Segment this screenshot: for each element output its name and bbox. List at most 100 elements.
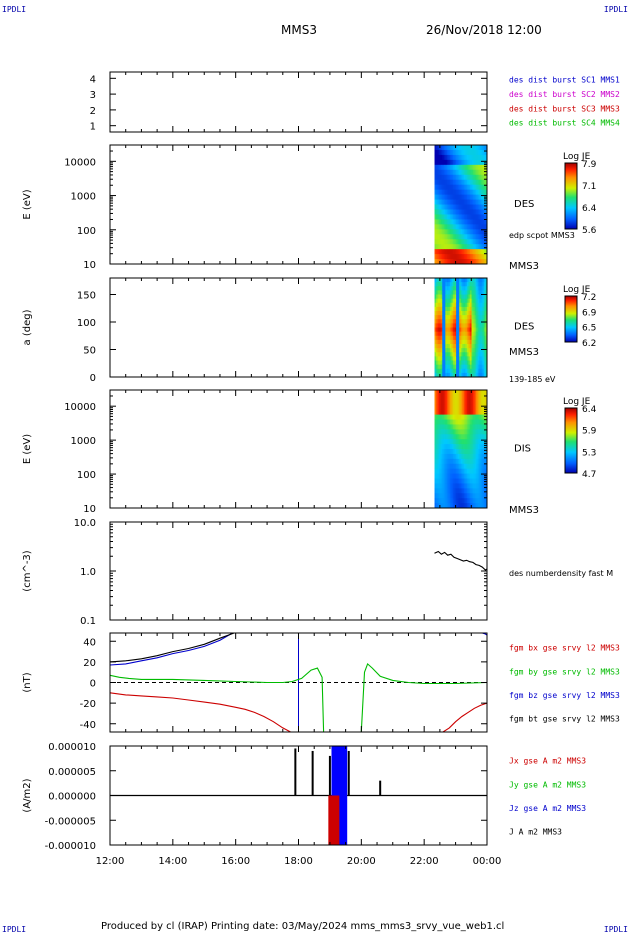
heatmap-cell	[479, 194, 482, 200]
heatmap-cell	[482, 444, 485, 450]
heatmap-cell	[471, 356, 474, 361]
heatmap-cell	[460, 149, 463, 156]
heatmap-cell	[473, 219, 476, 225]
heatmap-cell	[448, 194, 451, 200]
heatmap-cell	[451, 174, 454, 181]
heatmap-cell	[436, 453, 439, 460]
heatmap-cell	[477, 356, 480, 361]
heatmap-cell	[460, 209, 463, 215]
heatmap-cell	[440, 478, 443, 484]
heatmap-cell	[480, 424, 483, 430]
heatmap-cell	[470, 414, 472, 420]
heatmap-cell	[477, 414, 480, 420]
heatmap-cell	[476, 424, 479, 430]
heatmap-cell	[437, 244, 440, 250]
heatmap-cell	[446, 214, 449, 220]
heatmap-cell	[459, 159, 462, 166]
heatmap-cell	[485, 278, 488, 283]
heatmap-cell	[442, 219, 445, 225]
heatmap-cell	[477, 164, 480, 171]
heatmap-cell	[463, 414, 466, 420]
heatmap-cell	[471, 286, 474, 291]
heatmap-cell	[468, 394, 471, 401]
heatmap-cell	[457, 145, 460, 151]
heatmap-cell	[465, 368, 468, 374]
heatmap-cell	[459, 404, 462, 411]
heatmap-cell	[468, 352, 471, 357]
heatmap-cell	[446, 169, 449, 176]
heatmap-cell	[466, 149, 469, 156]
heatmap-cell	[466, 360, 469, 366]
heatmap-cell	[485, 290, 488, 295]
heatmap-cell	[465, 473, 468, 479]
heatmap-cell	[476, 184, 479, 191]
heatmap-cell	[480, 199, 483, 205]
heatmap-cell	[451, 344, 454, 349]
heatmap-cell	[474, 419, 477, 425]
heatmap-cell	[436, 348, 439, 353]
heatmap-cell	[449, 429, 452, 435]
heatmap-cell	[463, 473, 466, 479]
heatmap-cell	[449, 239, 452, 245]
heatmap-cell	[468, 184, 471, 191]
heatmap-cell	[451, 439, 454, 445]
heatmap-cell	[465, 145, 468, 151]
heatmap-cell	[463, 498, 466, 504]
heatmap-cell	[451, 483, 454, 489]
heatmap-cell	[476, 352, 479, 357]
heatmap-cell	[482, 439, 485, 445]
heatmap-cell	[466, 372, 469, 378]
heatmap-cell	[477, 154, 480, 161]
heatmap-cell	[463, 478, 466, 484]
heatmap-cell	[445, 169, 448, 176]
heatmap-cell	[482, 229, 485, 235]
heatmap-cell	[439, 439, 442, 445]
heatmap-cell	[439, 282, 442, 287]
heatmap-cell	[465, 483, 468, 489]
heatmap-cell	[448, 199, 451, 205]
heatmap-cell	[454, 179, 457, 186]
heatmap-cell	[445, 399, 448, 406]
heatmap-cell	[466, 239, 469, 245]
heatmap-cell	[454, 399, 457, 406]
heatmap-cell	[480, 290, 483, 295]
heatmap-cell	[453, 327, 455, 333]
heatmap-cell	[440, 229, 443, 235]
heatmap-cell	[476, 414, 479, 420]
heatmap-cell	[443, 429, 446, 435]
heatmap-cell	[463, 424, 466, 430]
heatmap-cell	[451, 224, 454, 230]
heatmap-cell	[465, 229, 468, 235]
heatmap-cell	[476, 278, 479, 283]
heatmap-cell	[465, 493, 468, 499]
heatmap-cell	[445, 189, 448, 195]
heatmap-cell	[473, 463, 476, 470]
heatmap-cell	[460, 449, 463, 455]
heatmap-cell	[482, 331, 485, 337]
heatmap-cell	[457, 311, 460, 316]
heatmap-cell	[482, 399, 485, 406]
heatmap-cell	[443, 224, 446, 230]
heatmap-cell	[457, 154, 460, 161]
heatmap-cell	[477, 419, 480, 425]
heatmap-cell	[439, 174, 442, 181]
heatmap-cell	[456, 189, 459, 195]
heatmap-cell	[443, 348, 446, 353]
heatmap-cell	[470, 453, 472, 460]
heatmap-cell	[462, 184, 465, 191]
heatmap-cell	[457, 244, 460, 250]
heatmap-cell	[456, 204, 459, 210]
heatmap-cell	[434, 154, 437, 161]
heatmap-cell	[482, 498, 485, 504]
heatmap-cell	[485, 339, 488, 345]
heatmap-cell	[460, 302, 463, 308]
heatmap-cell	[449, 219, 452, 225]
heatmap-cell	[480, 298, 483, 304]
heatmap-cell	[468, 229, 471, 235]
heatmap-cell	[443, 249, 446, 255]
heatmap-cell	[477, 344, 480, 349]
heatmap-cell	[474, 298, 477, 304]
heatmap-cell	[465, 463, 468, 470]
heatmap-cell	[485, 444, 488, 450]
heatmap-cell	[439, 319, 442, 324]
